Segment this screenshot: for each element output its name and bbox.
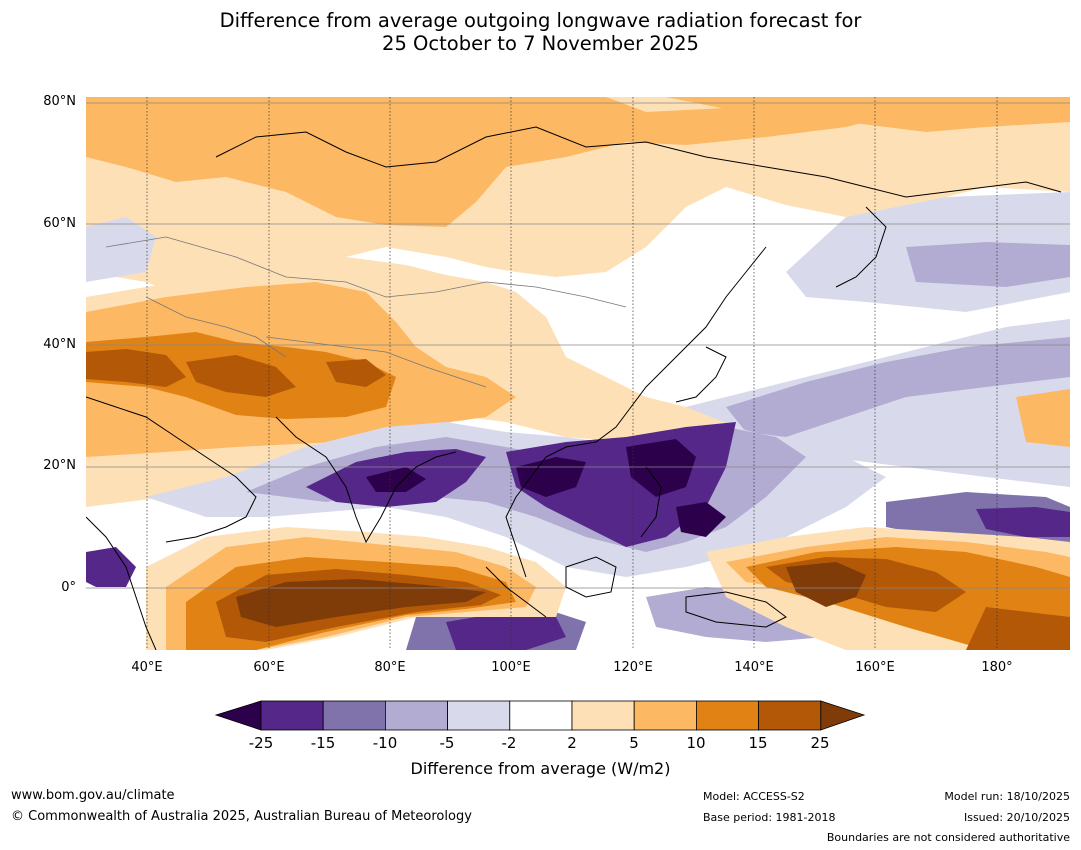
title-line-1: Difference from average outgoing longwav… — [219, 9, 862, 32]
boundary-himalaya — [265, 336, 487, 388]
coastline-arctic — [215, 126, 1062, 198]
colorbar-tick-neg15: -15 — [310, 734, 336, 752]
colorbar-segment-10-15 — [695, 700, 759, 731]
colorbar-segment-5-10 — [633, 700, 697, 731]
anomaly-region-bengal-darkest — [366, 467, 426, 492]
anomaly-region-arctic-mid — [666, 97, 1070, 132]
anomaly-region-pacific-mid-purple — [726, 337, 1070, 437]
colorbar-tick-neg25: -25 — [248, 734, 274, 752]
colorbar-tick-neg5: -5 — [439, 734, 455, 752]
footer-copyright: © Commonwealth of Australia 2025, Austra… — [11, 809, 472, 824]
colorbar-extend-high — [820, 700, 866, 731]
footer-model-run: Model run: 18/10/2025 — [944, 790, 1070, 803]
anomaly-region-iran-darker — [86, 349, 186, 387]
title-line-2: 25 October to 7 November 2025 — [382, 32, 699, 55]
colorbar-segment-2-5 — [571, 700, 635, 731]
anomaly-region-wpac-darkest — [676, 502, 726, 537]
coastline-borneo — [565, 556, 617, 598]
footer-model: Model: ACCESS-S2 — [703, 790, 805, 803]
anomaly-region-scs-darkest — [626, 439, 696, 497]
meridians — [146, 97, 998, 650]
colorbar-tick-2: 2 — [567, 734, 577, 752]
lon-label-60e: 60°E — [253, 660, 285, 675]
anomaly-region-afghan-darker — [186, 355, 296, 397]
colorbar-segment-15-25 — [758, 700, 822, 731]
anomaly-region-africa-purple — [86, 547, 136, 587]
coastline-arabia — [86, 396, 257, 543]
country-boundaries — [105, 236, 627, 388]
lon-label-120e: 120°E — [613, 660, 653, 675]
lon-label-80e: 80°E — [374, 660, 406, 675]
footer-issued: Issued: 20/10/2025 — [963, 811, 1070, 824]
footer-website[interactable]: www.bom.gov.au/climate — [11, 788, 175, 803]
gridlines — [86, 102, 1070, 589]
footer-disclaimer: Boundaries are not considered authoritat… — [826, 831, 1070, 844]
coastline-india — [275, 416, 457, 544]
colorbar-tick-neg2: -2 — [501, 734, 517, 752]
anomaly-region-nw-pacific-mid — [906, 242, 1070, 287]
coastline-africa-east — [86, 516, 157, 650]
colorbar-extend-low — [214, 700, 262, 731]
anomaly-region-southern-deep — [446, 612, 566, 650]
colorbar-segment-neg15-neg10 — [322, 700, 386, 731]
colorbar-tick-neg10: -10 — [372, 734, 398, 752]
colorbar-tick-25: 25 — [810, 734, 830, 752]
anomaly-region-east-pacific-deep — [976, 507, 1070, 537]
colorbar-label: Difference from average (W/m2) — [410, 759, 671, 778]
coastline-new-guinea — [685, 591, 787, 628]
anomaly-region-north-lilac — [86, 217, 156, 282]
colorbar-segment-neg2-2 — [509, 700, 573, 731]
lon-label-40e: 40°E — [131, 660, 163, 675]
anomaly-region-tibet-darker — [326, 359, 386, 387]
colorbar-tick-5: 5 — [629, 734, 639, 752]
lat-label-0: 0° — [61, 580, 76, 595]
coastline-kamchatka — [835, 206, 887, 288]
anomaly-region-swp-darkest — [786, 562, 866, 607]
lon-label-180: 180° — [981, 660, 1013, 675]
lat-label-20n: 20°N — [43, 458, 76, 473]
coastline-japan — [675, 346, 727, 403]
coastline-philippines — [640, 466, 662, 538]
lat-label-80n: 80°N — [43, 94, 76, 109]
colorbar-tick-15: 15 — [748, 734, 768, 752]
anomaly-region-far-east-darker — [966, 607, 1070, 650]
lon-label-140e: 140°E — [734, 660, 774, 675]
coastline-east-asia — [505, 246, 767, 578]
anomaly-region-sio-darkest — [236, 579, 486, 627]
colorbar-segment-neg10-neg5 — [384, 700, 448, 731]
lon-label-100e: 100°E — [491, 660, 531, 675]
colorbar-segment-neg5-neg2 — [447, 700, 511, 731]
boundary-kazakhstan — [105, 236, 387, 298]
coastline-sumatra — [485, 566, 547, 618]
colorbar — [214, 700, 866, 731]
lon-label-160e: 160°E — [855, 660, 895, 675]
boundary-central-asia — [145, 296, 287, 358]
chart-title: Difference from average outgoing longwav… — [0, 9, 1081, 55]
footer-base-period: Base period: 1981-2018 — [703, 811, 836, 824]
colorbar-segment-neg25-neg15 — [260, 700, 324, 731]
lat-label-40n: 40°N — [43, 337, 76, 352]
anomaly-region-siberia-mid — [86, 97, 886, 227]
colorbar-tick-10: 10 — [686, 734, 706, 752]
boundary-china — [385, 281, 627, 308]
lat-label-60n: 60°N — [43, 216, 76, 231]
anomaly-region-central-pacific-orange — [1016, 389, 1070, 447]
coastlines — [86, 126, 1062, 650]
olr-anomaly-map — [86, 97, 1070, 650]
